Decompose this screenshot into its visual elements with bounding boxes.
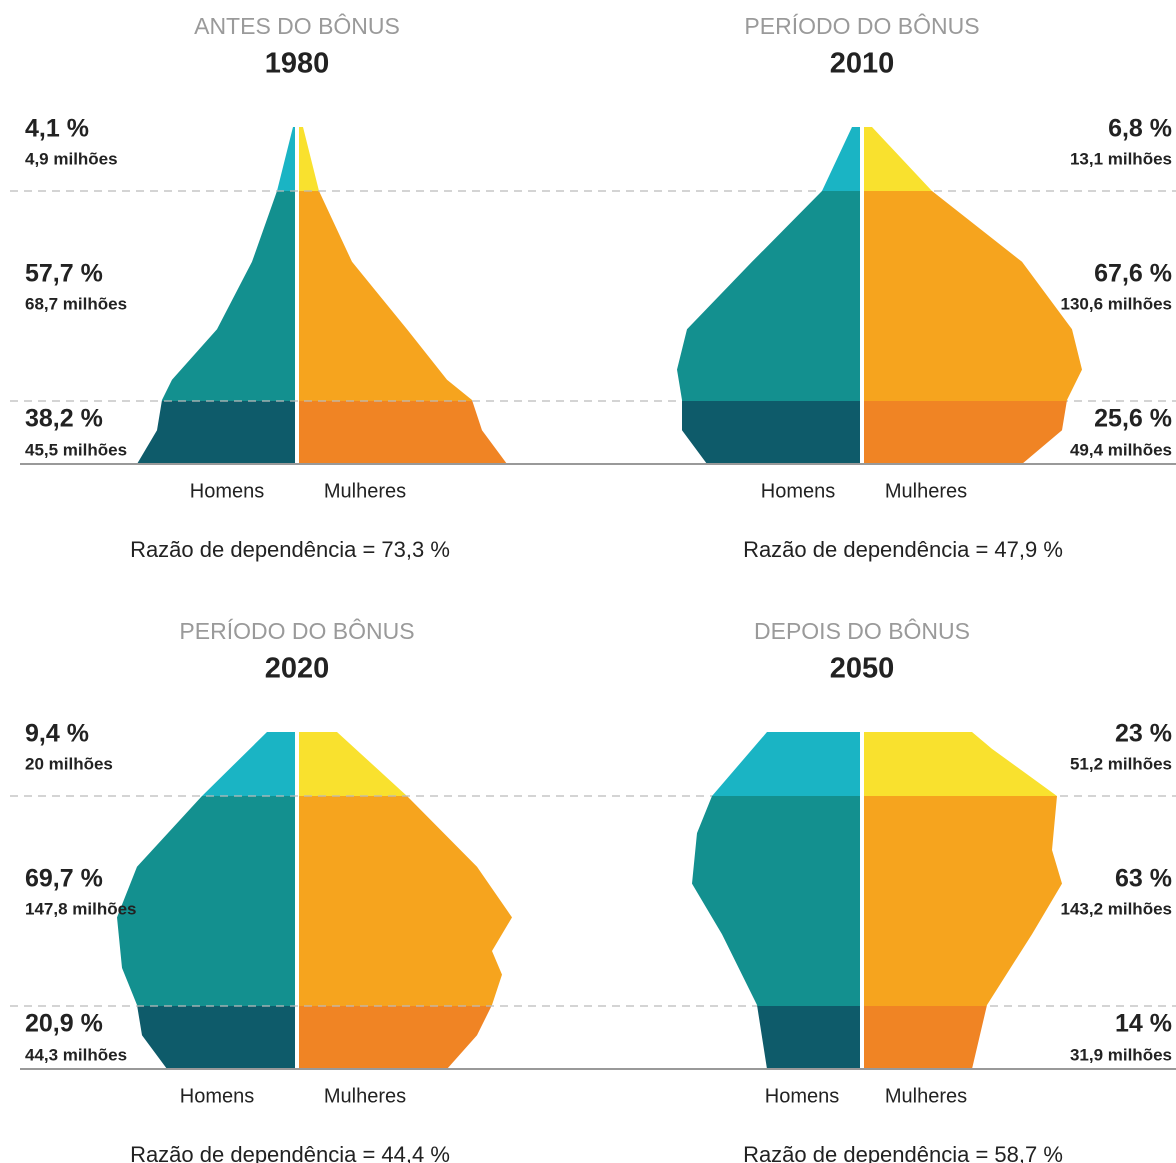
men-shape (117, 796, 297, 1006)
women-shape (297, 1006, 492, 1069)
men-shape (137, 401, 297, 464)
women-label: Mulheres (324, 480, 406, 502)
women-shape (297, 796, 512, 1006)
women-shape (862, 191, 1082, 401)
dependency-ratio: Razão de dependência = 47,9 % (743, 537, 1063, 562)
group-percent: 14 % (1115, 1010, 1172, 1038)
women-shape (862, 732, 1057, 796)
group-count: 49,4 milhões (1070, 440, 1172, 459)
women-shape (862, 401, 1067, 464)
men-label: Homens (190, 480, 264, 502)
dependency-ratio: Razão de dependência = 44,4 % (130, 1142, 450, 1163)
women-shape (862, 1006, 987, 1069)
group-percent: 23 % (1115, 720, 1172, 748)
men-shape (712, 732, 862, 796)
men-label: Homens (180, 1085, 254, 1107)
men-label: Homens (765, 1085, 839, 1107)
women-shape (862, 127, 932, 191)
men-shape (277, 127, 297, 191)
phase: PERÍODO DO BÔNUS (179, 617, 414, 644)
group-count: 31,9 milhões (1070, 1045, 1172, 1064)
group-count: 68,7 milhões (25, 294, 127, 313)
women-label: Mulheres (885, 480, 967, 502)
group-percent: 6,8 % (1108, 115, 1172, 143)
group-count: 147,8 milhões (25, 899, 137, 918)
women-label: Mulheres (324, 1085, 406, 1107)
men-shape (161, 191, 297, 401)
group-percent: 4,1 % (25, 115, 89, 143)
group-count: 20 milhões (25, 754, 113, 773)
group-count: 4,9 milhões (25, 149, 118, 168)
men-shape (677, 191, 862, 401)
group-percent: 63 % (1115, 865, 1172, 893)
group-percent: 69,7 % (25, 865, 103, 893)
phase: DEPOIS DO BÔNUS (754, 617, 970, 644)
group-percent: 67,6 % (1094, 260, 1172, 288)
women-shape (297, 401, 507, 464)
group-count: 13,1 milhões (1070, 149, 1172, 168)
dependency-ratio: Razão de dependência = 73,3 % (130, 537, 450, 562)
year: 2010 (830, 48, 895, 80)
men-shape (692, 796, 862, 1006)
men-shape (757, 1006, 862, 1069)
dependency-ratio: Razão de dependência = 58,7 % (743, 1142, 1063, 1163)
men-shape (137, 1006, 297, 1069)
group-count: 44,3 milhões (25, 1045, 127, 1064)
group-percent: 20,9 % (25, 1010, 103, 1038)
group-count: 45,5 milhões (25, 440, 127, 459)
women-shape (297, 191, 473, 401)
group-count: 51,2 milhões (1070, 754, 1172, 773)
phase: PERÍODO DO BÔNUS (744, 12, 979, 39)
men-shape (682, 401, 862, 464)
men-shape (822, 127, 862, 191)
men-label: Homens (761, 480, 835, 502)
women-label: Mulheres (885, 1085, 967, 1107)
year: 1980 (265, 48, 330, 80)
year: 2050 (830, 653, 895, 685)
group-count: 143,2 milhões (1060, 899, 1172, 918)
group-percent: 25,6 % (1094, 405, 1172, 433)
women-shape (862, 796, 1062, 1006)
group-percent: 57,7 % (25, 260, 103, 288)
women-shape (297, 732, 407, 796)
group-percent: 38,2 % (25, 405, 103, 433)
women-shape (297, 127, 319, 191)
year: 2020 (265, 653, 330, 685)
men-shape (202, 732, 297, 796)
group-count: 130,6 milhões (1060, 294, 1172, 313)
phase: ANTES DO BÔNUS (194, 12, 400, 39)
group-percent: 9,4 % (25, 720, 89, 748)
